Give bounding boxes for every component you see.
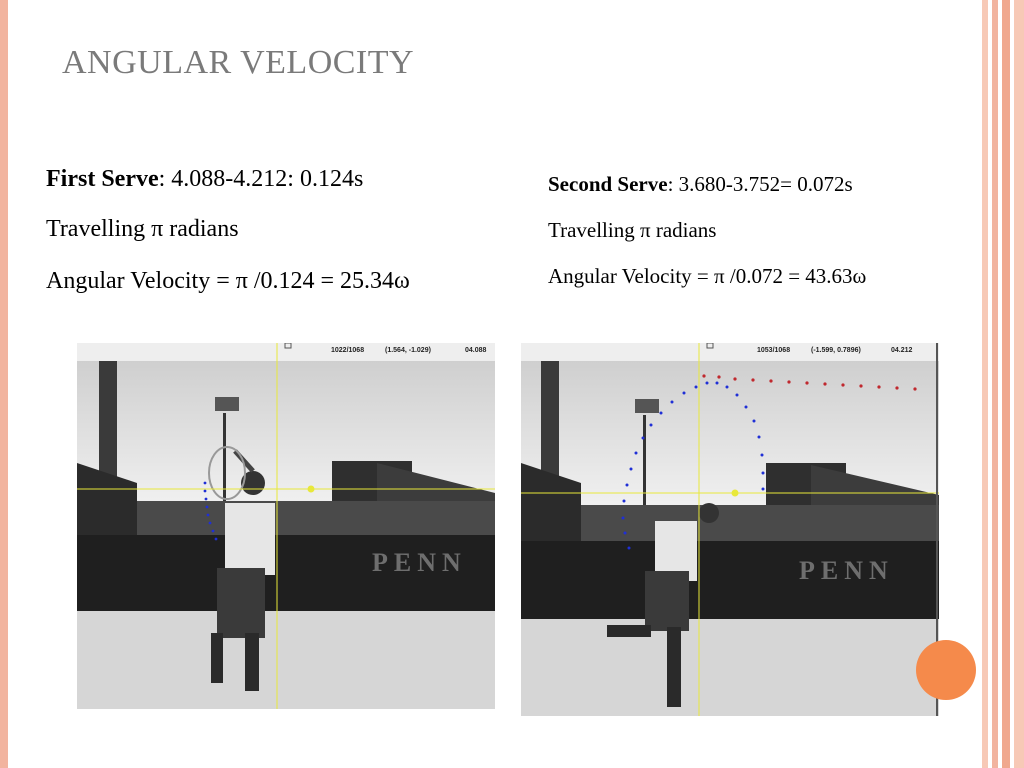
coordinate-readout: (1.564, -1.029)	[385, 347, 431, 354]
second-serve-travel: Travelling π radians	[548, 218, 717, 242]
second-serve-timing: Second Serve: 3.680-3.752= 0.072s	[548, 172, 853, 197]
first-serve-label: First Serve	[46, 166, 159, 192]
right-border-stripe	[992, 0, 998, 768]
second-serve-velocity: Angular Velocity = π /0.072 = 43.63ω	[548, 264, 867, 288]
right-border-stripe	[982, 0, 988, 768]
first-serve-image: PENN	[77, 343, 495, 709]
left-border	[0, 0, 8, 768]
frame-counter: 1053/1068	[757, 347, 791, 354]
second-serve-video-frame: PENN	[521, 343, 939, 716]
right-border-stripe	[1014, 0, 1024, 768]
first-serve-travel: Travelling π radians	[46, 216, 239, 242]
time-readout: 04.088	[465, 347, 487, 354]
second-serve-image: PENN	[521, 343, 939, 716]
right-border-stripe	[1002, 0, 1010, 768]
second-serve-label: Second Serve	[548, 172, 668, 196]
coordinate-readout: (-1.599, 0.7896)	[811, 347, 861, 354]
penn-banner: PENN	[799, 556, 894, 585]
first-serve-timing-value: : 4.088-4.212: 0.124s	[158, 166, 364, 192]
decorative-orange-circle	[916, 640, 976, 700]
time-readout: 04.212	[891, 347, 913, 354]
penn-banner: PENN	[372, 548, 467, 577]
first-serve-velocity: Angular Velocity = π /0.124 = 25.34ω	[46, 268, 410, 294]
frame-counter: 1022/1068	[331, 347, 365, 354]
second-serve-timing-value: : 3.680-3.752= 0.072s	[667, 172, 853, 196]
first-serve-timing: First Serve: 4.088-4.212: 0.124s	[46, 166, 363, 193]
first-serve-video-frame: PENN 1022/1068 (1.564, -1	[77, 343, 495, 709]
slide-title: ANGULAR VELOCITY	[62, 44, 415, 81]
